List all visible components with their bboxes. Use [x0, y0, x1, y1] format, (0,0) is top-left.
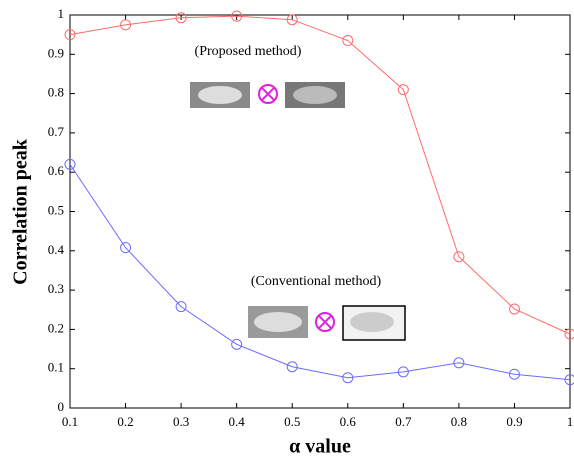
- x-tick-label: 0.3: [173, 414, 189, 429]
- y-axis-title: Correlation peak: [10, 138, 32, 285]
- y-tick-label: 0.8: [48, 85, 64, 100]
- x-tick-label: 0.1: [62, 414, 78, 429]
- x-tick-label: 0.7: [395, 414, 412, 429]
- x-tick-label: 1: [567, 414, 574, 429]
- x-tick-label: 0.4: [229, 414, 246, 429]
- y-tick-label: 0.5: [48, 202, 64, 217]
- y-tick-label: 1: [58, 6, 65, 21]
- y-tick-label: 0.2: [48, 320, 64, 335]
- convolution-symbol: [319, 316, 332, 329]
- x-tick-label: 0.2: [117, 414, 133, 429]
- proposed-images: [190, 82, 345, 108]
- x-tick-label: 0.9: [506, 414, 522, 429]
- y-tick-label: 0.1: [48, 360, 64, 375]
- y-tick-label: 0.6: [48, 163, 65, 178]
- x-axis-title: α value: [289, 436, 351, 458]
- y-tick-label: 0.7: [48, 124, 65, 139]
- series-line: [70, 164, 570, 379]
- y-tick-label: 0.4: [48, 242, 65, 257]
- x-tick-label: 0.5: [284, 414, 300, 429]
- car-shape: [198, 86, 242, 104]
- y-tick-label: 0: [58, 399, 65, 414]
- car-shape: [350, 312, 394, 332]
- x-tick-label: 0.6: [340, 414, 357, 429]
- chart: α value Correlation peak (Proposed metho…: [0, 0, 574, 464]
- conventional-images: [248, 306, 405, 340]
- convolution-symbol: [262, 88, 275, 101]
- plot-frame: [70, 15, 570, 408]
- car-shape: [293, 86, 337, 104]
- annotation: (Proposed method): [195, 44, 302, 59]
- y-tick-label: 0.3: [48, 281, 64, 296]
- annotation: (Conventional method): [251, 274, 382, 289]
- x-tick-label: 0.8: [451, 414, 467, 429]
- y-tick-label: 0.9: [48, 45, 64, 60]
- car-shape: [254, 312, 302, 332]
